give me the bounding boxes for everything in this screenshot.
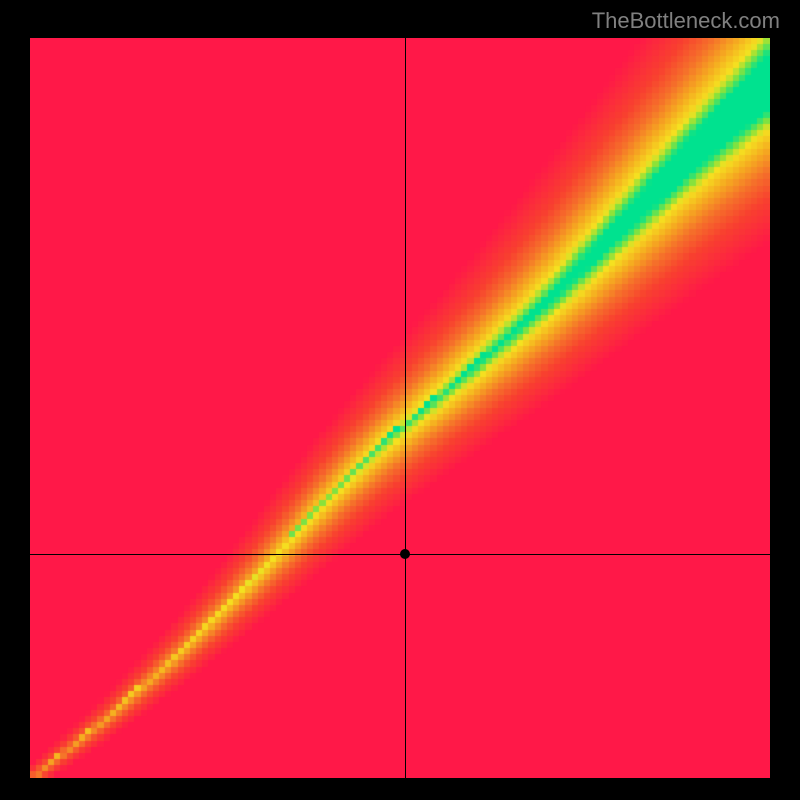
crosshair-dot: [400, 549, 410, 559]
crosshair-vertical: [405, 38, 406, 778]
watermark-text: TheBottleneck.com: [592, 8, 780, 34]
heatmap-canvas: [30, 38, 770, 778]
heatmap-plot: [30, 38, 770, 778]
